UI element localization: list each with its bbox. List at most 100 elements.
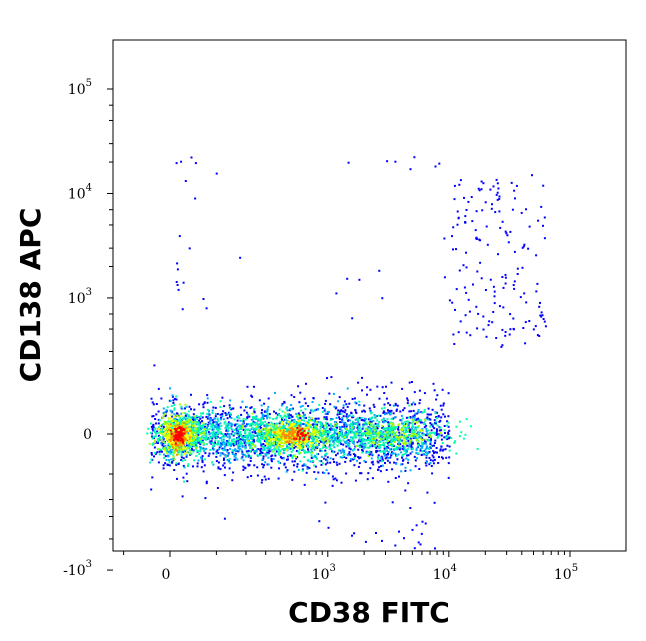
event-dot	[194, 446, 197, 449]
event-dot	[202, 432, 205, 435]
event-dot	[414, 412, 417, 415]
event-dot	[230, 443, 233, 446]
event-dot	[249, 437, 252, 440]
event-dot	[346, 405, 349, 408]
event-dot	[214, 426, 217, 428]
event-dot	[262, 433, 265, 436]
event-dot	[346, 277, 349, 280]
event-dot	[258, 430, 261, 433]
event-dot	[226, 442, 229, 445]
event-dot	[297, 441, 299, 444]
event-dot	[369, 434, 372, 437]
event-dot	[439, 404, 442, 407]
event-dot	[491, 321, 494, 324]
event-dot	[412, 401, 415, 404]
event-dot	[356, 419, 359, 422]
event-dot	[325, 439, 328, 442]
event-dot	[319, 448, 322, 450]
event-dot	[442, 457, 444, 460]
event-dot	[417, 419, 420, 422]
event-dot	[280, 404, 283, 407]
event-dot	[251, 446, 253, 449]
event-dot	[173, 450, 176, 453]
event-dot	[323, 424, 326, 427]
event-dot	[421, 437, 424, 440]
event-dot	[304, 428, 307, 431]
event-dot	[373, 429, 376, 432]
event-dot	[402, 425, 405, 428]
event-dot	[421, 411, 424, 414]
event-dot	[314, 446, 317, 449]
event-dot	[298, 452, 301, 455]
event-dot	[280, 438, 283, 441]
event-dot	[389, 432, 392, 435]
event-dot	[227, 424, 230, 426]
event-dot	[182, 464, 185, 467]
event-dot	[303, 451, 306, 454]
event-dot	[261, 463, 264, 466]
event-dot	[385, 447, 388, 450]
event-dot	[405, 442, 408, 445]
event-dot	[369, 453, 372, 456]
event-dot	[170, 414, 173, 417]
event-dot	[514, 197, 516, 200]
event-dot	[172, 401, 175, 404]
event-dot	[153, 451, 156, 454]
event-dot	[362, 419, 365, 422]
event-dot	[246, 452, 249, 455]
event-dot	[276, 441, 279, 444]
event-dot	[455, 425, 458, 428]
event-dot	[416, 421, 418, 424]
event-dot	[295, 450, 298, 452]
event-dot	[321, 439, 324, 442]
event-dot	[188, 247, 191, 250]
event-dot	[165, 433, 168, 436]
event-dot	[460, 431, 463, 434]
event-dot	[420, 419, 422, 422]
event-dot	[289, 436, 292, 439]
event-dot	[167, 455, 170, 458]
event-dot	[413, 547, 416, 550]
event-dot	[285, 440, 288, 443]
event-dot	[385, 412, 388, 415]
event-dot	[259, 448, 262, 451]
event-dot	[303, 442, 306, 445]
event-dot	[230, 428, 233, 431]
event-dot	[293, 460, 296, 463]
event-dot	[282, 431, 285, 434]
event-dot	[169, 439, 172, 441]
event-dot	[430, 465, 433, 467]
event-dot	[278, 453, 281, 456]
event-dot	[163, 423, 166, 426]
event-dot	[348, 447, 351, 450]
event-dot	[300, 409, 303, 412]
event-dot	[366, 422, 369, 425]
event-dot	[222, 459, 225, 461]
event-dot	[489, 278, 492, 281]
event-dot	[332, 427, 335, 430]
event-dot	[420, 428, 423, 431]
event-dot	[354, 409, 357, 412]
event-dot	[345, 436, 348, 439]
event-dot	[158, 426, 160, 429]
event-dot	[331, 484, 334, 487]
event-dot	[332, 451, 335, 454]
event-dot	[240, 449, 243, 452]
event-dot	[369, 440, 372, 443]
event-dot	[303, 463, 306, 466]
event-dot	[435, 417, 438, 420]
event-dot	[185, 425, 188, 428]
event-dot	[313, 471, 316, 473]
event-dot	[186, 447, 189, 450]
event-dot	[176, 421, 179, 424]
event-dot	[224, 449, 227, 452]
event-dot	[336, 444, 339, 447]
event-dot	[312, 410, 315, 413]
event-dot	[528, 225, 531, 228]
event-dot	[410, 435, 413, 437]
event-dot	[325, 416, 328, 419]
event-dot	[418, 434, 421, 437]
event-dot	[443, 276, 446, 279]
event-dot	[293, 446, 296, 449]
event-dot	[352, 449, 355, 451]
